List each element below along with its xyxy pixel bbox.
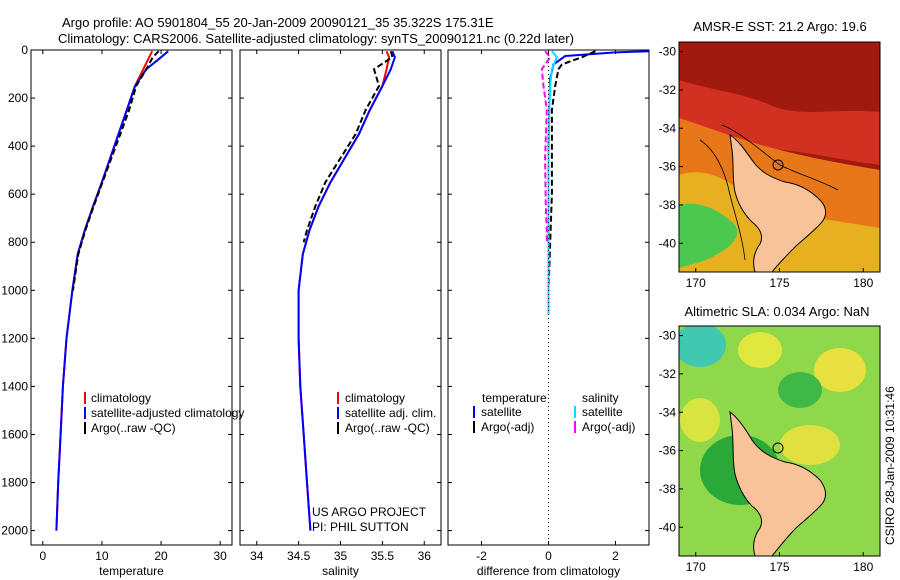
series-line-climatology: [55, 50, 154, 531]
x-axis-label: temperature: [99, 564, 164, 578]
map-y-tick-label: -36: [659, 160, 677, 174]
legend-label-argo: Argo(..raw -QC): [91, 421, 176, 435]
y-tick-label: 1800: [1, 476, 28, 490]
sla-cyan-blob: [679, 326, 726, 367]
map-x-tick-label: 170: [686, 276, 706, 290]
map-x-tick-label: 180: [853, 560, 873, 574]
map-x-tick-label: 175: [769, 560, 789, 574]
sst-map-ticks: 170 175 180 -30 -32 -34 -36 -38 -40: [659, 45, 874, 290]
legend-label-climatology: climatology: [345, 391, 405, 405]
salinity-axes: [239, 49, 442, 546]
sla-map-ticks: 170 175 180 -30 -32 -34 -36 -38 -40: [659, 329, 874, 574]
sla-yellow-blob-3: [680, 398, 720, 442]
legend-label-temp-satellite: satellite: [481, 405, 522, 419]
sla-yellow-blob-4: [780, 425, 840, 465]
legend-label-argo: Argo(..raw -QC): [345, 421, 430, 435]
y-tick-label: 1600: [1, 427, 28, 441]
sla-argo-marker: [772, 442, 784, 454]
x-tick-label: 34: [250, 549, 264, 563]
x-tick-label: 0: [545, 549, 552, 563]
x-axis-label: salinity: [322, 564, 359, 578]
series-line-satellite-adj-clim: [297, 50, 396, 531]
temperature-axes: [30, 49, 233, 546]
map-x-tick-label: 170: [686, 560, 706, 574]
x-tick-label: 35: [334, 549, 348, 563]
sst-argo-marker: [772, 159, 784, 171]
y-tick-label: 0: [21, 43, 28, 57]
series-line-salinity-argo-adj: [540, 50, 552, 243]
sst-green-patch: [679, 203, 738, 268]
series-line-argo-raw-qc: [302, 50, 394, 243]
series-line-climatology: [297, 50, 391, 531]
project-name: US ARGO PROJECT: [312, 505, 427, 519]
legend-label-satellite: satellite adj. clim.: [345, 406, 436, 420]
map-y-tick-label: -32: [659, 367, 677, 381]
x-tick-label: 34.5: [287, 549, 311, 563]
x-tick-label: 2: [612, 549, 619, 563]
sst-map-image: [679, 42, 880, 272]
legend-label-satellite: satellite-adjusted climatology: [91, 406, 244, 420]
figure-title-line1: Argo profile: AO 5901804_55 20-Jan-2009 …: [62, 15, 494, 30]
sla-map-title: Altimetric SLA: 0.034 Argo: NaN: [685, 304, 870, 319]
map-y-tick-label: -30: [659, 329, 677, 343]
difference-legend: temperature salinity satellite Argo(-adj…: [473, 391, 635, 434]
project-pi: PI: PHIL SUTTON: [312, 520, 409, 534]
sla-green-blob-1: [778, 372, 822, 408]
y-tick-label: 1000: [1, 283, 28, 297]
salinity-plot: 34 34.5 35 35.5 36 salinity: [240, 49, 441, 578]
x-tick-label: 30: [213, 549, 227, 563]
x-tick-label: 10: [95, 549, 109, 563]
series-line-satellite-adjusted-climatology: [55, 50, 169, 531]
series-line-temperature-satellite: [547, 50, 650, 315]
y-tick-label: 600: [8, 187, 28, 201]
sla-yellow-blob-2: [814, 348, 866, 392]
sla-yellow-blob-1: [738, 332, 782, 368]
temperature-plot: 0 10 20 30 0 200 400 600 800 1000 1200 1400 1600 1800…: [1, 43, 232, 578]
legend-label-climatology: climatology: [91, 391, 151, 405]
legend-label-sal-argo: Argo(-adj): [582, 420, 635, 434]
y-tick-label: 200: [8, 91, 28, 105]
map-y-tick-label: -38: [659, 198, 677, 212]
sst-land: [729, 134, 827, 272]
y-tick-label: 2000: [1, 524, 28, 538]
y-tick-label: 800: [8, 235, 28, 249]
sla-map-image: [679, 326, 880, 556]
map-y-tick-label: -40: [659, 520, 677, 534]
legend-label-temp-argo: Argo(-adj): [481, 420, 534, 434]
sst-coastline-outer: [699, 124, 839, 261]
x-axis-label: difference from climatology: [477, 564, 620, 578]
y-tick-label: 1200: [1, 331, 28, 345]
sst-red-band: [679, 80, 880, 165]
map-x-tick-label: 175: [769, 276, 789, 290]
map-y-tick-label: -38: [659, 482, 677, 496]
map-y-tick-label: -34: [659, 405, 677, 419]
temperature-legend: climatology satellite-adjusted climatolo…: [84, 391, 244, 435]
x-tick-label: 0: [39, 549, 46, 563]
sst-map-title: AMSR-E SST: 21.2 Argo: 19.6: [693, 19, 866, 34]
x-tick-label: -2: [476, 549, 487, 563]
map-y-tick-label: -40: [659, 236, 677, 250]
figure-title-line2: Climatology: CARS2006. Satellite-adjuste…: [58, 31, 574, 46]
x-tick-label: 36: [418, 549, 432, 563]
legend-label-sal-satellite: satellite: [582, 405, 623, 419]
timestamp-stamp: CSIRO 28-Jan-2009 10:31:46: [883, 386, 897, 545]
map-y-tick-label: -30: [659, 45, 677, 59]
map-x-tick-label: 180: [853, 276, 873, 290]
map-y-tick-label: -34: [659, 121, 677, 135]
series-line-argo-raw-qc: [72, 50, 160, 291]
legend-title-salinity: salinity: [582, 391, 619, 405]
y-tick-label: 400: [8, 139, 28, 153]
salinity-legend: climatology satellite adj. clim. Argo(..…: [337, 391, 436, 435]
legend-title-temperature: temperature: [482, 391, 547, 405]
map-y-tick-label: -36: [659, 444, 677, 458]
x-tick-label: 35.5: [371, 549, 395, 563]
x-tick-label: 20: [154, 549, 168, 563]
y-tick-label: 1400: [1, 379, 28, 393]
sla-land: [729, 410, 827, 556]
series-line-temperature-argo-adj: [547, 50, 596, 315]
map-y-tick-label: -32: [659, 83, 677, 97]
